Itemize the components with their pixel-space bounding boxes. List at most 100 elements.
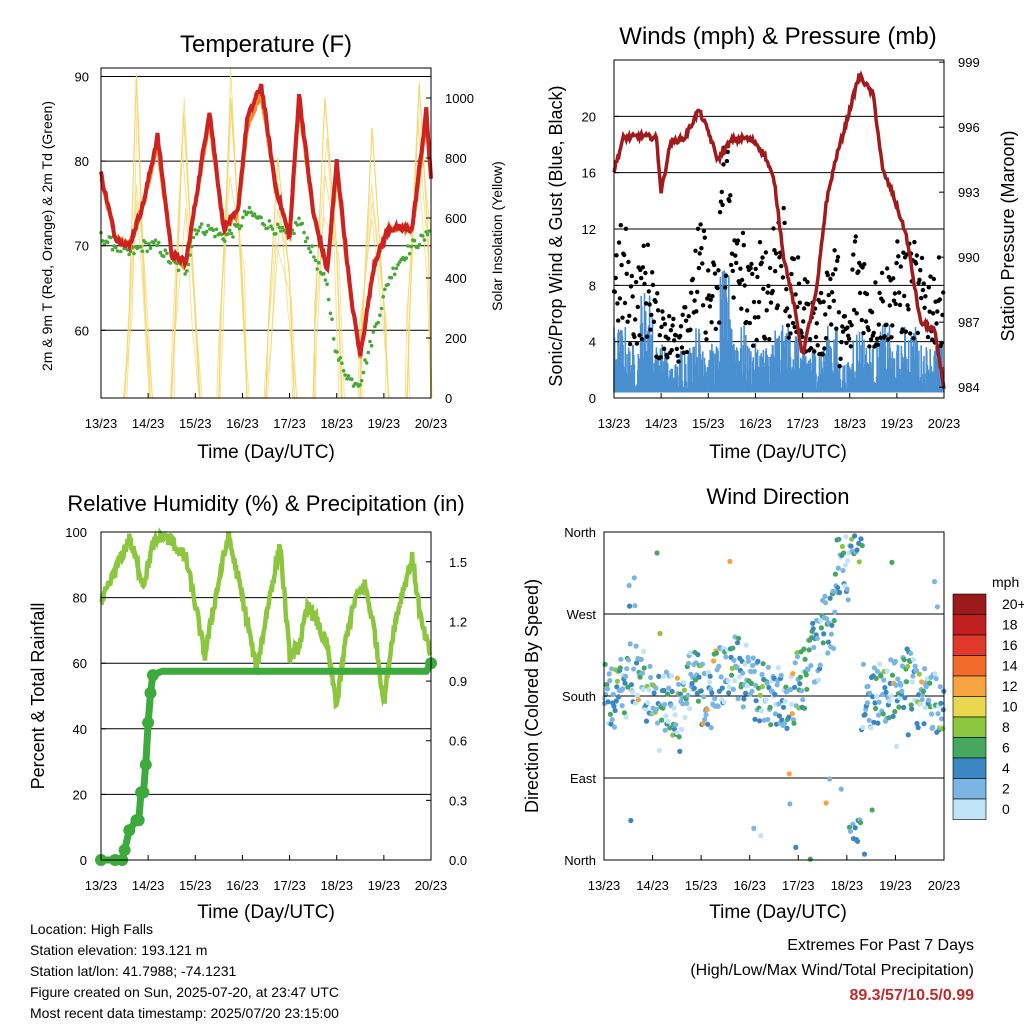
x-tick-label: 17/23: [273, 878, 306, 893]
temperature-y-label: 2m & 9m T (Red, Orange) & 2m Td (Green): [39, 101, 55, 371]
wind-direction-point: [641, 665, 647, 671]
wind-direction-point: [749, 688, 755, 694]
wind-gust-point: [885, 337, 891, 342]
wind-gust-point: [896, 290, 902, 295]
wind-gust-point: [839, 339, 844, 345]
wind-gust-point: [773, 251, 779, 256]
wind-gust-point: [767, 337, 772, 342]
dewpoint-point: [331, 337, 336, 341]
wind-direction-point: [843, 534, 849, 540]
wind-gust-point: [762, 336, 768, 341]
dewpoint-point: [345, 377, 349, 381]
wind-gust-point: [887, 303, 892, 308]
wind-direction-point: [614, 684, 620, 690]
wind-gust-point: [777, 255, 782, 260]
dewpoint-point: [381, 294, 386, 299]
wind-gust-point: [919, 255, 925, 261]
dewpoint-point: [236, 223, 240, 227]
wind-gust-point: [784, 287, 789, 292]
wind-gust-point: [708, 297, 713, 302]
wind-gust-point: [658, 355, 663, 360]
wind-direction-point: [915, 724, 921, 731]
dewpoint-point: [270, 227, 275, 231]
wind-gust-point: [655, 291, 660, 296]
direction-y-tick-label: South: [562, 689, 596, 704]
wind-gust-point: [833, 267, 838, 272]
solar-y2-tick-label: 600: [445, 211, 467, 226]
wind-direction-point: [734, 664, 740, 670]
wind-direction-point: [656, 747, 663, 754]
wind-gust-point: [822, 346, 827, 351]
wind-gust-point: [712, 271, 718, 276]
wind-direction-point: [641, 648, 647, 655]
wind-gust-point: [857, 290, 863, 296]
wind-gust-point: [720, 202, 725, 208]
wind-gust-point: [694, 309, 699, 314]
wind-direction-point: [700, 721, 706, 727]
wind-direction-point: [743, 690, 749, 696]
wind-gust-point: [653, 299, 658, 304]
wind-gust-point: [751, 343, 756, 348]
dewpoint-point: [193, 228, 197, 232]
wind-gust-point: [650, 282, 656, 288]
wind-direction-point: [765, 716, 771, 723]
wind-direction-point: [883, 689, 889, 696]
temperature-plot-frame: [100, 67, 432, 399]
wind-direction-point: [691, 685, 697, 691]
wind-direction-point: [704, 706, 710, 713]
wind-gust-point: [737, 281, 742, 286]
wind-direction-point: [676, 681, 682, 687]
wind-direction-point: [632, 700, 639, 706]
wind-direction-point: [786, 714, 792, 720]
wind-direction-point: [901, 657, 907, 663]
legend-label: 4: [1002, 760, 1010, 776]
wind-gust-point: [727, 198, 732, 204]
x-tick-label: 15/23: [692, 416, 725, 431]
x-tick-label: 16/23: [226, 416, 259, 431]
wind-direction-point: [618, 656, 624, 662]
wind-direction-point: [736, 674, 742, 680]
wind-gust-point: [744, 319, 749, 325]
wind-gust-point: [684, 349, 690, 355]
wind-direction-point: [888, 693, 894, 699]
solar-y2-tick-label: 400: [445, 271, 467, 286]
wind-gust-point: [782, 220, 787, 226]
pressure-y2-tick-label: 990: [958, 250, 980, 265]
wind-gust-point: [901, 250, 906, 255]
legend-swatch: [952, 593, 987, 615]
wind-gust-point: [832, 248, 837, 253]
wind-gust-point: [807, 336, 813, 342]
dewpoint-point: [115, 249, 120, 253]
wind-gust-point: [829, 322, 834, 327]
wind-gust-point: [917, 277, 922, 282]
dewpoint-point: [185, 269, 189, 273]
wind-gust-point: [655, 308, 661, 313]
extremes-subheading: (High/Low/Max Wind/Total Precipitation): [690, 962, 974, 979]
wind-gust-point: [661, 316, 666, 321]
wind-direction-point: [727, 558, 733, 565]
wind-gust-point: [840, 324, 845, 329]
wind-gust-point: [850, 267, 855, 272]
dewpoint-point: [247, 205, 252, 210]
wind-direction-point: [934, 604, 941, 610]
wind-gust-point: [867, 344, 872, 349]
wind-direction-point: [750, 662, 756, 669]
wind-direction-point: [685, 692, 691, 698]
wind-direction-point: [634, 660, 640, 666]
wind-direction-point: [692, 677, 699, 683]
wind-direction-point: [842, 562, 848, 568]
wind-direction-point: [920, 688, 927, 694]
precip-y2-tick-label: 1.2: [449, 614, 467, 629]
dewpoint-point: [163, 248, 168, 252]
dewpoint-point: [280, 225, 285, 230]
humidity-y-tick-label: 60: [73, 656, 87, 671]
wind-direction-point: [751, 825, 757, 832]
wind-direction-point: [639, 670, 646, 676]
dewpoint-point: [204, 229, 209, 234]
wind-direction-point: [846, 824, 853, 830]
wind-gust-point: [740, 230, 746, 236]
wind-gust-point: [643, 270, 648, 276]
wind-direction-y-label: Direction (Colored By Speed): [522, 579, 542, 813]
x-tick-label: 13/23: [85, 878, 118, 893]
winds-title: Winds (mph) & Pressure (mb): [619, 23, 936, 50]
